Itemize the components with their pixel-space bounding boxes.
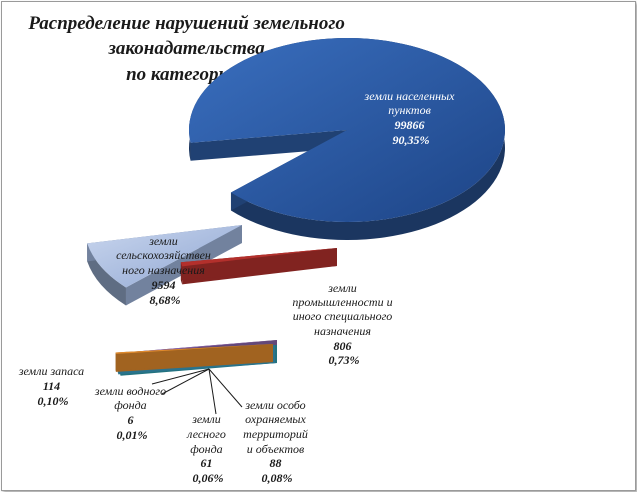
label-line: лесного — [186, 427, 226, 441]
label-line: земли — [148, 234, 178, 248]
label-percent: 90,35% — [393, 133, 430, 147]
leader-line-water — [161, 368, 210, 395]
slice-agricultural-side — [87, 243, 126, 306]
label-forest: земли лесного фонда 61 0,06% — [186, 412, 229, 485]
label-line: территорий — [243, 427, 308, 441]
label-line: ного назначения — [122, 263, 205, 277]
title-line-2: законадательства — [107, 38, 265, 59]
label-percent: 0,01% — [117, 428, 148, 442]
slice-settlements — [188, 38, 506, 241]
slice-industry-top — [180, 248, 337, 267]
label-line: пунктов — [388, 103, 431, 117]
label-percent: 0,10% — [38, 394, 69, 408]
pie-slices — [87, 38, 506, 376]
leader-lines — [151, 368, 243, 415]
slice-agricultural-top — [87, 225, 242, 288]
label-value: 806 — [334, 339, 352, 353]
label-percent: 8,68% — [150, 293, 181, 307]
leader-line-forest — [208, 368, 217, 415]
slice-reserve-top — [115, 344, 273, 354]
label-line: иного специального — [293, 309, 393, 323]
label-value: 99866 — [395, 118, 425, 132]
label-value: 114 — [43, 379, 60, 393]
label-line: промышленности и — [292, 295, 392, 309]
slice-reserve — [115, 344, 273, 372]
label-water: земли водного фонда 6 0,01% — [94, 384, 169, 442]
slice-industry — [180, 248, 337, 285]
label-line: земли запаса — [18, 364, 84, 378]
slice-industry-edge-2 — [180, 248, 337, 281]
leader-line-reserve — [151, 368, 210, 385]
label-line: охраняемых — [245, 412, 306, 426]
label-line: земли особо — [244, 398, 305, 412]
chart-title: Распределение нарушений земельного закон… — [27, 13, 349, 85]
label-percent: 0,06% — [193, 471, 224, 485]
label-value: 61 — [201, 456, 213, 470]
label-value: 9594 — [152, 278, 176, 292]
title-line-1: Распределение нарушений земельного — [27, 13, 344, 34]
label-protected: земли особо охраняемых территорий и объе… — [243, 398, 311, 485]
label-line: земли — [327, 281, 357, 295]
label-line: фонда — [190, 442, 222, 456]
label-line: земли — [191, 412, 221, 426]
label-value: 6 — [128, 413, 134, 427]
slice-settlements-top — [189, 38, 506, 223]
label-line: земли водного — [94, 384, 166, 398]
label-percent: 0,08% — [262, 471, 293, 485]
slice-settlements-edge-1 — [190, 130, 347, 161]
label-line: фонда — [114, 398, 146, 412]
label-agricultural: земли сельскохозяйствен ного назначения … — [116, 234, 214, 307]
label-reserve: земли запаса 114 0,10% — [18, 364, 87, 408]
label-line: сельскохозяйствен — [116, 248, 211, 262]
label-industry: земли промышленности и иного специальног… — [292, 281, 395, 367]
leader-line-protected — [208, 368, 243, 408]
label-settlements: земли населенных пунктов 99866 90,35% — [364, 89, 458, 147]
label-line: назначения — [314, 324, 371, 338]
label-value: 88 — [270, 456, 282, 470]
label-line: земли населенных — [364, 89, 456, 103]
label-percent: 0,73% — [329, 353, 360, 367]
label-line: и объектов — [247, 442, 304, 456]
